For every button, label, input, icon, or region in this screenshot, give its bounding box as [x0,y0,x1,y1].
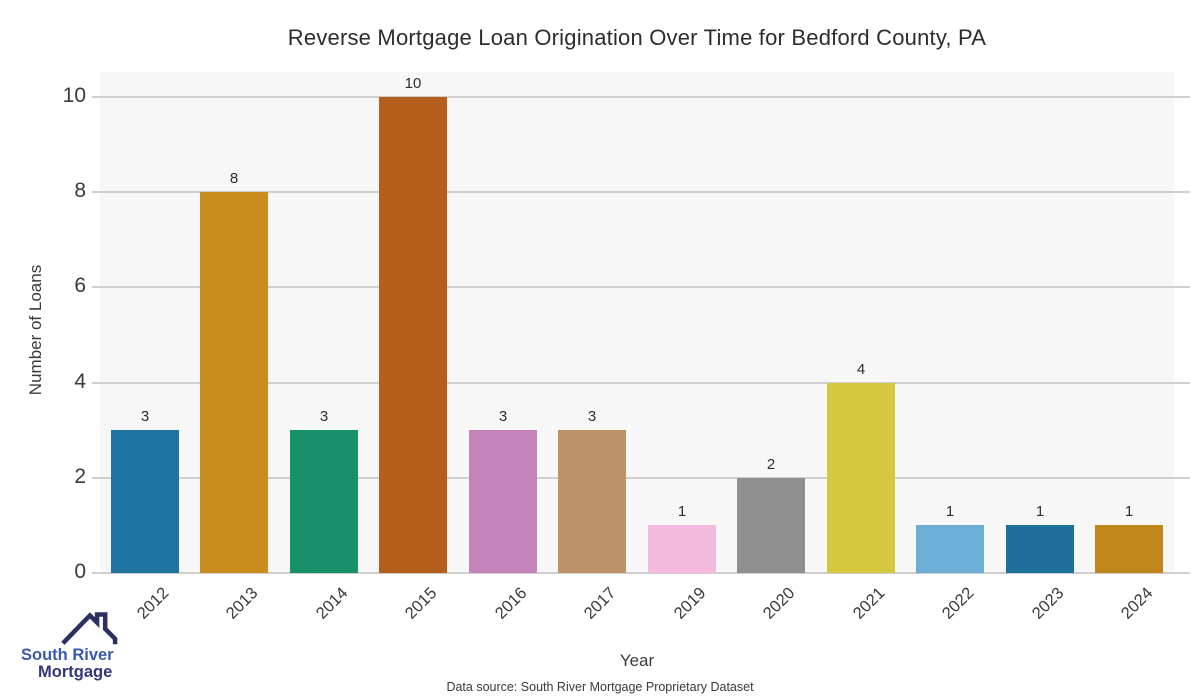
bar-2021 [827,383,895,573]
plot-area [100,72,1174,573]
y-tick-mark [92,382,100,384]
y-tick-mark [92,286,100,288]
y-tick-mark [92,191,100,193]
bar-value-label: 1 [1035,503,1045,520]
y-axis-label: Number of Loans [26,264,45,396]
bar-value-label: 1 [677,503,687,520]
bar-2017 [558,430,626,573]
x-tick-label: 2013 [223,584,262,623]
x-tick-label: 2024 [1118,584,1157,623]
x-tick-label: 2022 [939,584,978,623]
bar-value-label: 3 [140,408,150,425]
x-tick-label: 2020 [760,584,799,623]
gridline [100,286,1190,288]
bar-2016 [469,430,537,573]
bar-2012 [111,430,179,573]
gridline [100,96,1190,98]
bar-value-label: 3 [498,408,508,425]
bar-2020 [737,478,805,573]
bar-2015 [379,97,447,573]
bar-value-label: 2 [766,456,776,473]
bar-2019 [648,525,716,573]
bar-value-label: 3 [587,408,597,425]
y-tick-label: 10 [62,84,86,107]
logo-text-line2: Mortgage [38,663,113,682]
y-tick-label: 4 [74,370,86,393]
gridline [100,572,1190,574]
bar-value-label: 8 [229,170,239,187]
x-tick-label: 2016 [492,584,531,623]
y-tick-mark [92,96,100,98]
bar-2023 [1006,525,1074,573]
x-tick-label: 2012 [134,584,173,623]
bar-2022 [916,525,984,573]
x-tick-label: 2021 [850,584,889,623]
bar-value-label: 4 [856,361,866,378]
bar-value-label: 1 [945,503,955,520]
logo: South River Mortgage [18,610,130,682]
x-tick-label: 2014 [313,584,352,623]
x-tick-label: 2015 [402,584,441,623]
bar-value-label: 1 [1124,503,1134,520]
y-tick-mark [92,477,100,479]
chart-title: Reverse Mortgage Loan Origination Over T… [287,25,987,50]
gridline [100,382,1190,384]
y-tick-label: 6 [74,274,86,297]
x-tick-label: 2023 [1029,584,1068,623]
bar-value-label: 10 [404,75,422,92]
y-tick-label: 8 [74,179,86,202]
x-tick-label: 2019 [671,584,710,623]
gridline [100,477,1190,479]
house-roof-icon [61,612,118,645]
x-tick-label: 2017 [581,584,620,623]
bar-2024 [1095,525,1163,573]
bar-2013 [200,192,268,573]
y-tick-label: 2 [74,465,86,488]
logo-text-line1: South River [21,646,114,664]
y-tick-mark [92,572,100,574]
gridline [100,191,1190,193]
y-tick-label: 0 [74,560,86,583]
bar-2014 [290,430,358,573]
data-source-note: Data source: South River Mortgage Propri… [446,680,754,694]
x-axis-label: Year [619,651,655,670]
bar-value-label: 3 [319,408,329,425]
